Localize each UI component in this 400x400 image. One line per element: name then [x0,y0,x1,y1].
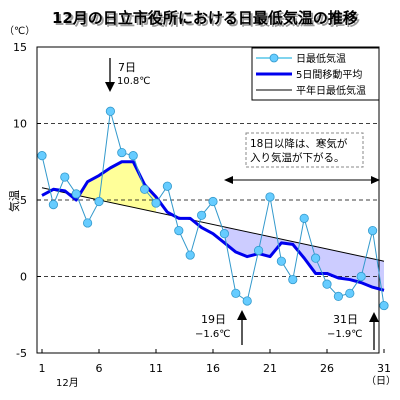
annotation-day19: 19日 −1.6℃ [195,310,247,345]
daily-min-point [162,181,172,191]
daily-min-point [37,151,47,161]
chart-title-shadow: 12月の日立市役所における日最低気温の推移 [54,11,360,29]
annotation-day7-day: 7日 [118,61,136,74]
daily-min-point [288,274,298,285]
daily-min-point [367,226,378,236]
daily-min-point [345,288,355,298]
y-unit-label: （℃） [4,25,35,37]
x-tick-label: 26 [320,362,334,375]
legend-normal-label: 平年日最低気温 [296,84,366,97]
daily-min-point [71,189,81,199]
x-tick-label: 11 [149,362,163,375]
month-label: 12月 [56,377,79,389]
daily-min-point [299,213,309,223]
y-tick-label: 0 [20,271,27,284]
annotation-day31-value: −1.9℃ [327,329,363,340]
annotation-cold-period: 18日以降は、寒気が 入り気温が下がる。 [224,132,380,184]
y-axis-label: 気温 [7,190,21,212]
annotation-day31: 31日 −1.9℃ [327,312,379,350]
daily-min-point [128,151,138,161]
grid-lines [37,123,379,277]
daily-min-point [60,172,70,182]
daily-min-point [105,106,116,116]
annotation-day19-value: −1.6℃ [195,329,231,340]
legend-daily-marker [269,53,279,63]
moving-average-line [41,160,385,292]
annotation-cold-box [245,132,364,168]
daily-min-point [94,196,104,207]
daily-min-point [208,196,218,207]
annotation-day7: 7日 10.8℃ [105,58,151,92]
x-tick-labels: 1 6 11 16 21 26 31 [39,349,391,375]
daily-min-point [333,291,343,301]
legend-daily-label: 日最低気温 [296,52,346,65]
y-tick-label: 5 [20,194,27,207]
y-tick-labels: -5 0 5 10 15 [13,41,41,360]
daily-min-point [219,229,229,239]
legend: 日最低気温 5日間移動平均 平年日最低気温 [251,47,380,101]
daily-min-point [254,245,264,256]
daily-min-point [151,198,161,208]
annotation-day19-day: 19日 [201,313,226,326]
annotation-cold-arrow-right [371,176,380,184]
daily-min-point [174,226,184,236]
daily-min-point [231,288,241,298]
daily-min-point [197,210,207,220]
daily-min-point [242,296,252,306]
daily-min-point [185,250,195,260]
annotation-day7-arrowhead [105,82,115,92]
daily-min-point [48,199,59,210]
daily-min-point [310,253,321,263]
annotation-day31-arrowhead [369,312,379,322]
annotation-day19-arrowhead [237,310,247,320]
annotation-day7-value: 10.8℃ [117,76,151,87]
x-tick-label: 16 [206,362,220,375]
annotation-cold-text2: 入り気温が下がる。 [250,151,345,164]
x-tick-label: 21 [263,362,277,375]
daily-min-point [117,147,127,158]
daily-min-point [140,184,150,194]
series-moving-average [41,160,385,292]
x-unit-label: （日） [366,375,396,387]
y-tick-label: 10 [13,118,27,131]
x-tick-label: 1 [39,362,46,375]
chart-title: 12月の日立市役所における日最低気温の推移 [52,9,358,27]
cold-fill-area [224,226,384,291]
x-tick-label: 6 [96,362,103,375]
y-tick-label: -5 [16,347,27,360]
daily-min-point [322,279,332,289]
daily-min-point [356,271,366,282]
series-daily-min [37,106,389,311]
annotation-cold-arrow-left [224,176,233,184]
x-tick-label: 31 [377,362,391,375]
daily-min-point [276,256,286,266]
legend-ma-label: 5日間移動平均 [296,68,362,81]
annotation-cold-text1: 18日以降は、寒気が [250,137,348,150]
daily-min-point [265,192,275,202]
y-tick-label: 15 [13,41,27,54]
daily-min-point [83,218,93,228]
daily-min-point [379,300,389,311]
annotation-day31-day: 31日 [333,313,358,326]
